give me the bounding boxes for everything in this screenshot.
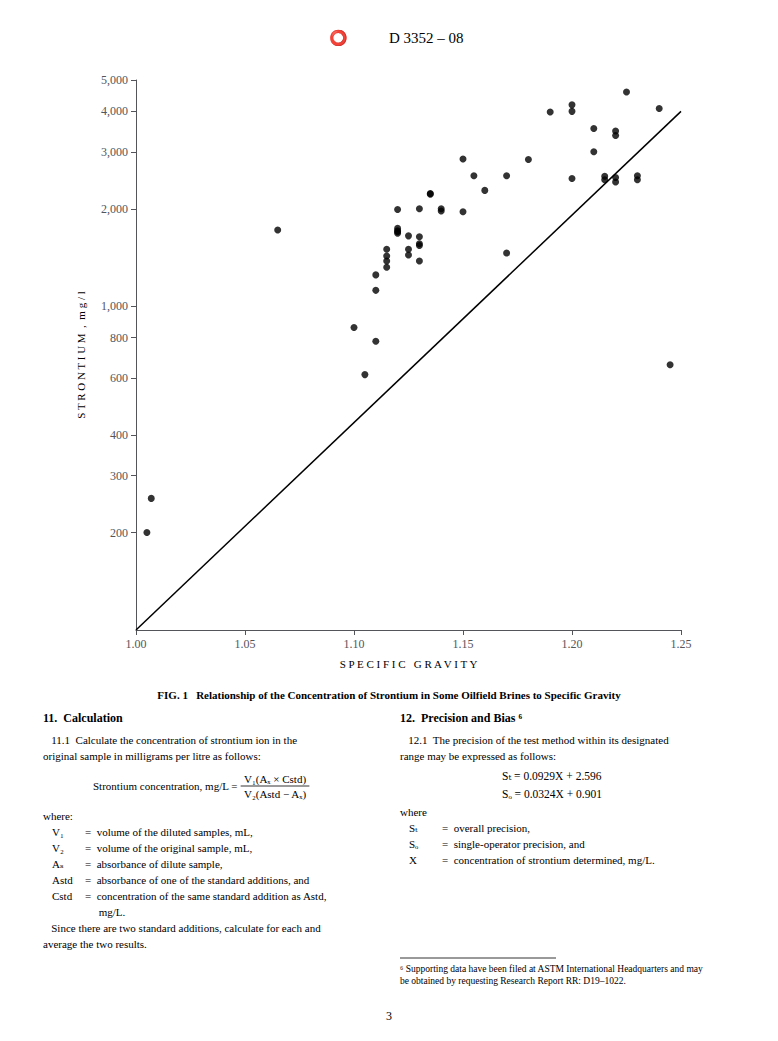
svg-text:range may be expressed as foll: range may be expressed as follows: <box>400 750 556 762</box>
svg-text:3,000: 3,000 <box>101 145 128 159</box>
svg-text:Sₜ = 0.0929X + 2.596: Sₜ = 0.0929X + 2.596 <box>502 770 602 782</box>
svg-text:12.1 The precision of the tes: 12.1 The precision of the test method wi… <box>400 734 669 746</box>
svg-text:= volume of the diluted sampl: = volume of the diluted samples, mL, <box>85 826 253 838</box>
svg-text:Sₒ = 0.0324X + 0.901: Sₒ = 0.0324X + 0.901 <box>502 788 602 800</box>
svg-text:mg/L.: mg/L. <box>85 906 126 918</box>
svg-text:V₁: V₁ <box>52 826 64 838</box>
svg-text:= volume of the original samp: = volume of the original sample, mL, <box>85 842 252 854</box>
svg-text:4,000: 4,000 <box>101 104 128 118</box>
svg-text:be obtained by requesting Rese: be obtained by requesting Research Repor… <box>400 976 626 986</box>
svg-text:D 3352 – 08: D 3352 – 08 <box>389 30 464 46</box>
svg-text:= single-operator precision,: = single-operator precision, and <box>442 838 585 850</box>
svg-text:400: 400 <box>110 428 128 442</box>
svg-text:⁶ Supporting data have been fi: ⁶ Supporting data have been filed at AST… <box>400 964 703 974</box>
svg-text:where:: where: <box>43 810 73 822</box>
svg-text:1.15: 1.15 <box>453 637 474 651</box>
svg-text:800: 800 <box>110 331 128 345</box>
svg-text:3: 3 <box>386 1009 392 1023</box>
svg-text:Sₒ: Sₒ <box>409 838 418 850</box>
svg-text:V₂: V₂ <box>52 842 64 854</box>
svg-text:1.25: 1.25 <box>671 637 692 651</box>
svg-text:= overall precision,: = overall precision, <box>442 822 530 834</box>
svg-text:original sample in milligrams: original sample in milligrams per litre … <box>43 750 261 762</box>
svg-text:S P E C I F I C G R A V I T: S P E C I F I C G R A V I T Y <box>340 658 478 670</box>
svg-text:average the two results.: average the two results. <box>43 938 147 950</box>
svg-text:11. Calculation: 11. Calculation <box>43 711 123 725</box>
svg-text:V₁(Aₓ × Cstd): V₁(Aₓ × Cstd) <box>244 773 306 786</box>
svg-text:1,000: 1,000 <box>101 299 128 313</box>
svg-text:1.10: 1.10 <box>344 637 365 651</box>
svg-text:where: where <box>400 806 427 818</box>
svg-text:200: 200 <box>110 526 128 540</box>
svg-text:1.20: 1.20 <box>562 637 583 651</box>
svg-text:Since there are two standard a: Since there are two standard additions, … <box>43 922 321 934</box>
svg-text:FIG. 1 Relationship of the C: FIG. 1 Relationship of the Concentration… <box>157 689 621 701</box>
svg-text:V₂(Astd − Aₓ): V₂(Astd − Aₓ) <box>244 788 306 801</box>
svg-text:1.00: 1.00 <box>126 637 147 651</box>
svg-text:5,000: 5,000 <box>101 73 128 87</box>
svg-text:= concentration of the same s: = concentration of the same standard add… <box>85 890 327 902</box>
svg-text:1.05: 1.05 <box>235 637 256 651</box>
svg-text:12. Precision and Bias ⁶: 12. Precision and Bias ⁶ <box>400 711 522 725</box>
svg-text:= absorbance of one of the st: = absorbance of one of the standard addi… <box>85 874 310 886</box>
svg-text:Sₜ: Sₜ <box>409 822 418 834</box>
svg-text:Astd: Astd <box>52 874 73 886</box>
svg-text:2,000: 2,000 <box>101 202 128 216</box>
svg-text:11.1 Calculate the concentrat: 11.1 Calculate the concentration of stro… <box>43 734 297 746</box>
svg-text:Cstd: Cstd <box>52 890 73 902</box>
svg-text:X: X <box>409 854 417 866</box>
svg-text:Aₛ: Aₛ <box>52 858 64 870</box>
svg-text:⭕: ⭕ <box>329 29 348 47</box>
svg-text:= absorbance of dilute sample: = absorbance of dilute sample, <box>85 858 223 870</box>
svg-text:S T R O N T I U M , m g / l: S T R O N T I U M , m g / l <box>75 291 87 419</box>
svg-text:600: 600 <box>110 371 128 385</box>
svg-text:300: 300 <box>110 469 128 483</box>
svg-text:Strontium concentration, mg/L: Strontium concentration, mg/L = <box>93 780 238 792</box>
svg-text:= concentration of strontium: = concentration of strontium determined,… <box>442 854 655 866</box>
